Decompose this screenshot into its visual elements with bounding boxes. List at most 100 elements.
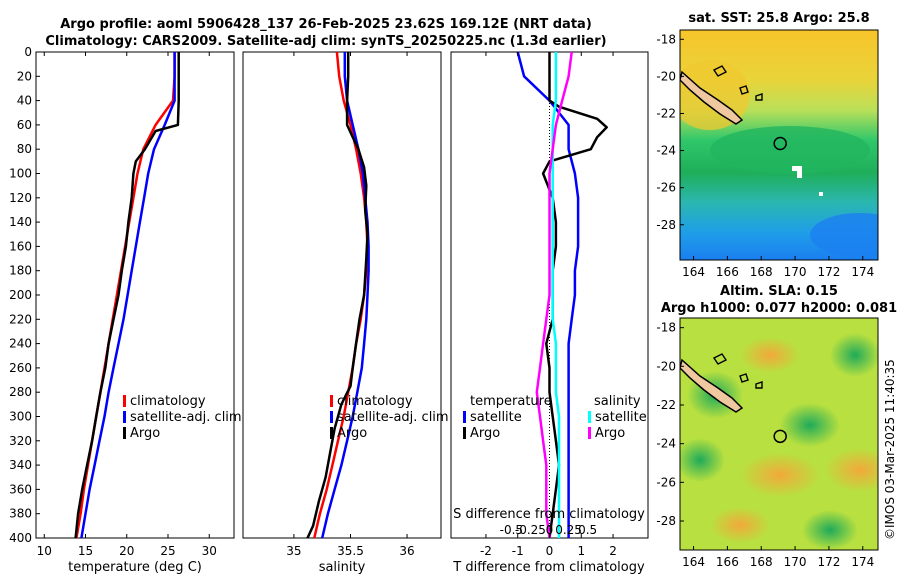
sla_map-xtick-label-2: 168 <box>750 555 773 569</box>
temperature-ytick-label-5: 100 <box>9 167 32 181</box>
salinity-axes-frame <box>242 51 442 539</box>
temperature-ytick-label-2: 40 <box>17 94 32 108</box>
temperature-ytick-label-16: 320 <box>9 434 32 448</box>
temperature-ytick-label-18: 360 <box>9 482 32 496</box>
difference-series-1 <box>541 52 608 539</box>
sla_map-xtick-label-1: 166 <box>716 555 739 569</box>
sst-data-gap-2 <box>797 168 802 178</box>
sla_map-xtick-label-5: 174 <box>851 555 874 569</box>
sla-low-3 <box>830 333 878 377</box>
temperature-ytick-label-0: 0 <box>24 45 32 59</box>
temperature-legend-label-0: climatology <box>130 394 206 409</box>
imos-timestamp: ©IMOS 03-Mar-2025 11:40:35 <box>883 359 897 540</box>
sla-high-4 <box>740 337 800 373</box>
temperature-xtick-label-1: 15 <box>78 544 93 558</box>
temperature-ytick-label-10: 200 <box>9 288 32 302</box>
difference-legend-S-label-1: Argo <box>595 426 625 441</box>
temperature-legend-label-2: Argo <box>130 426 160 441</box>
difference-S-tick-label-2: 0 <box>546 523 554 537</box>
difference-legend-T-swatch-1 <box>463 427 466 439</box>
temperature-xtick-label-2: 20 <box>119 544 134 558</box>
sst_map-ytick-label-2: -22 <box>656 106 676 120</box>
sla-map-title-line2: Argo h1000: 0.077 h2000: 0.081 <box>661 301 897 316</box>
temperature-xtick-label-4: 30 <box>202 544 217 558</box>
temperature-ytick-label-3: 60 <box>17 118 32 132</box>
difference-T-xlabel: T difference from climatology <box>452 560 645 575</box>
sla-high-3 <box>710 507 770 543</box>
sst-data-gap-3 <box>819 192 823 196</box>
difference-legend-S-swatch-0 <box>588 411 591 423</box>
salinity-legend-label-0: climatology <box>337 394 413 409</box>
difference-S-tick-label-1: -0.25 <box>515 523 546 537</box>
difference-legend-T-label-0: satellite <box>470 410 522 425</box>
salinity-legend-swatch-2 <box>330 427 333 439</box>
sst_map-ytick-label-5: -28 <box>656 218 676 232</box>
temperature-ytick-label-6: 120 <box>9 191 32 205</box>
sst_map-xtick-label-0: 164 <box>682 265 705 279</box>
sla-low-2 <box>780 403 840 447</box>
salinity-legend-label-1: satellite-adj. clim <box>337 410 449 425</box>
sst_map-ytick-label-4: -26 <box>656 181 676 195</box>
sst-blue-patch <box>810 213 878 257</box>
temperature-ytick-label-4: 80 <box>17 142 32 156</box>
salinity-legend-swatch-1 <box>330 411 333 423</box>
temperature-ytick-label-20: 400 <box>9 531 32 545</box>
temperature-ytick-label-9: 180 <box>9 264 32 278</box>
sla_map-ytick-label-0: -18 <box>656 321 676 335</box>
sst_map-ytick-label-3: -24 <box>656 144 676 158</box>
sst_map-xtick-label-2: 168 <box>750 265 773 279</box>
difference-legend-S-swatch-1 <box>588 427 591 439</box>
salinity-series-1 <box>320 52 370 539</box>
difference-legend-S-title: salinity <box>594 394 641 409</box>
sst-map-frame <box>679 29 879 261</box>
figure-title-line2: Climatology: CARS2009. Satellite-adj cli… <box>45 34 606 49</box>
difference-legend-T-title: temperature <box>470 394 552 409</box>
sla_map-ytick-label-1: -20 <box>656 359 676 373</box>
difference-panel: -2 -1 0 1 2 T difference from climatology S … <box>450 51 649 575</box>
difference-xtick-label-2: 0 <box>546 544 554 558</box>
temperature-xlabel: temperature (deg C) <box>68 560 202 575</box>
difference-legend: temperature salinitysatelliteArgosatellit… <box>463 394 647 441</box>
sst-argo-position-marker <box>773 136 787 151</box>
sla-argo-position-marker <box>773 429 787 444</box>
salinity-xlabel: salinity <box>319 560 366 575</box>
sla-map-panel: Altim. SLA: 0.15 Argo h1000: 0.077 h2000… <box>656 284 897 569</box>
temperature-ytick-label-13: 260 <box>9 361 32 375</box>
sst-new-caledonia-island <box>680 70 744 125</box>
sst_map-xtick-label-1: 166 <box>716 265 739 279</box>
temperature-legend-swatch-0 <box>123 395 126 407</box>
temperature-ytick-label-8: 160 <box>9 239 32 253</box>
temperature-ytick-label-12: 240 <box>9 337 32 351</box>
difference-S-xlabel: S difference from climatology <box>453 507 645 522</box>
temperature-xtick-label-3: 25 <box>160 544 175 558</box>
difference-xtick-label-3: 1 <box>577 544 585 558</box>
salinity-series-2 <box>306 52 369 539</box>
difference-S-tick-label-4: 0.5 <box>578 523 597 537</box>
sla-high-2 <box>825 448 878 492</box>
sla-high-1 <box>740 453 820 497</box>
sla-map-title-line1: Altim. SLA: 0.15 <box>720 284 838 299</box>
difference-xtick-label-1: -1 <box>512 544 524 558</box>
difference-legend-T-swatch-0 <box>463 411 466 423</box>
temperature-legend-swatch-1 <box>123 411 126 423</box>
sla-map-frame <box>679 317 879 551</box>
sst_map-xtick-label-5: 174 <box>851 265 874 279</box>
sst_map-ytick-label-1: -20 <box>656 69 676 83</box>
sla-new-caledonia-island <box>680 358 744 413</box>
salinity-legend-swatch-0 <box>330 395 333 407</box>
temperature-series-1 <box>80 52 176 539</box>
sla-low-4 <box>680 438 725 482</box>
temperature-series-2 <box>74 52 180 539</box>
temperature-ytick-label-19: 380 <box>9 507 32 521</box>
sla-low-5 <box>802 510 858 550</box>
sst-cool-patch <box>710 126 870 174</box>
temperature-axes-frame <box>35 51 235 539</box>
temperature-ytick-label-15: 300 <box>9 410 32 424</box>
salinity-xtick-label-2: 36 <box>399 544 414 558</box>
difference-S-tick-label-3: 0.25 <box>555 523 582 537</box>
temperature-ytick-label-7: 140 <box>9 215 32 229</box>
salinity-xtick-label-1: 35.5 <box>337 544 364 558</box>
figure-title-line1: Argo profile: aoml 5906428_137 26-Feb-20… <box>60 17 592 32</box>
